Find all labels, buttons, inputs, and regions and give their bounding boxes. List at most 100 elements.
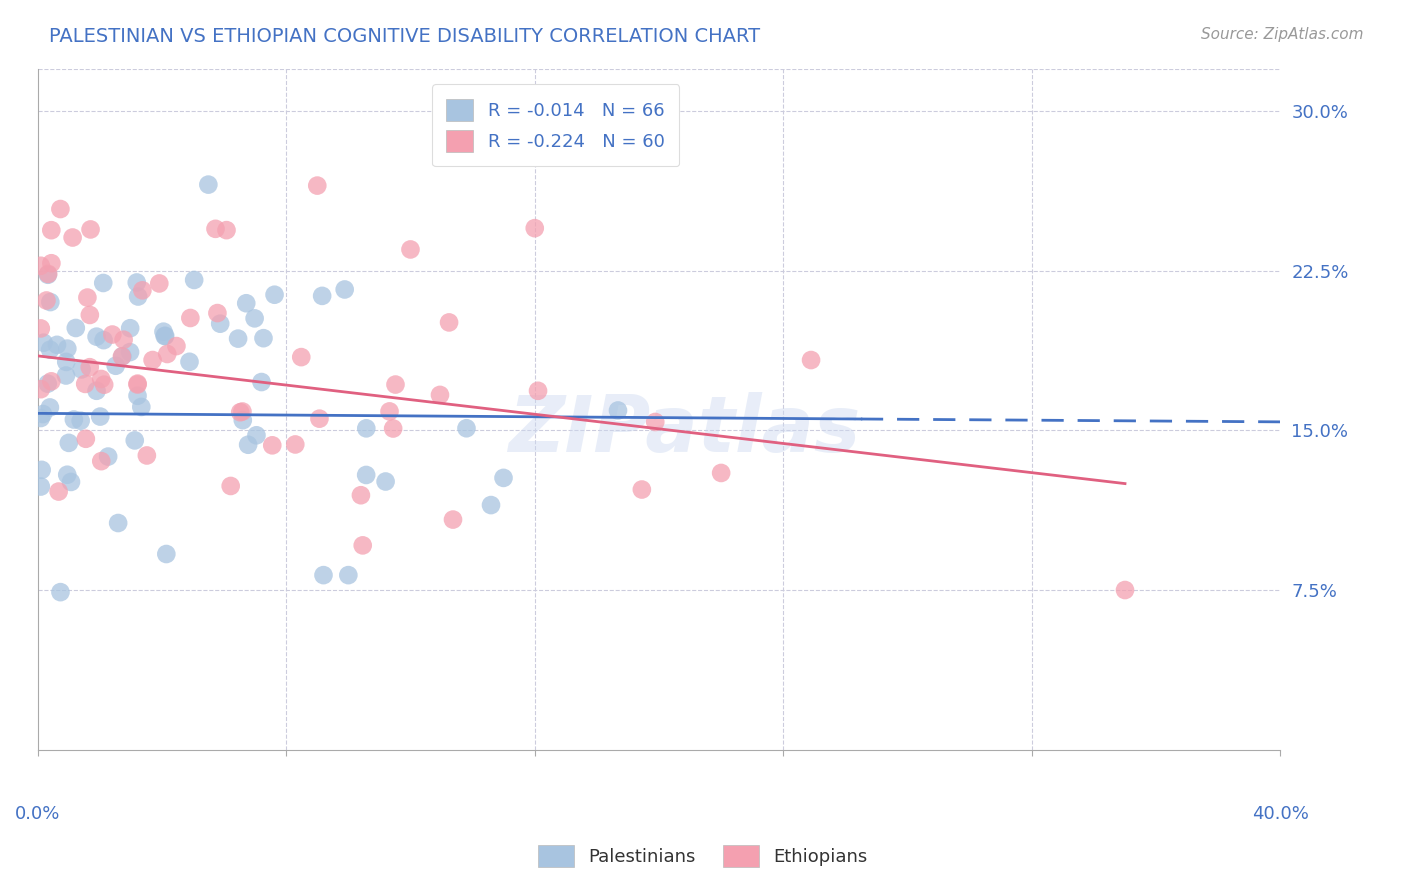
Point: [245, 428, 267, 442]
Point: [127, 377, 149, 392]
Point: [37, 376, 59, 391]
Point: [356, 421, 378, 435]
Point: [263, 287, 285, 301]
Point: [378, 404, 401, 418]
Point: [333, 283, 356, 297]
Point: [179, 355, 201, 369]
Point: [284, 437, 307, 451]
Point: [59, 475, 82, 489]
Point: [207, 306, 229, 320]
Point: [93, 333, 115, 347]
Point: [179, 310, 201, 325]
Point: [142, 353, 165, 368]
Point: [354, 467, 377, 482]
Point: [32, 335, 55, 350]
Point: [76, 291, 98, 305]
Legend: R = -0.014   N = 66, R = -0.224   N = 60: R = -0.014 N = 66, R = -0.224 N = 60: [432, 85, 679, 166]
Point: [89, 409, 111, 424]
Point: [55, 368, 77, 383]
Point: [32, 407, 55, 421]
Point: [607, 403, 630, 417]
Point: [527, 384, 550, 398]
Point: [384, 377, 406, 392]
Point: [30, 382, 52, 396]
Point: [156, 347, 179, 361]
Point: [204, 222, 226, 236]
Point: [111, 349, 134, 363]
Point: [135, 449, 157, 463]
Point: [39, 343, 62, 357]
Point: [58, 435, 80, 450]
Point: [153, 328, 176, 343]
Point: [118, 345, 141, 359]
Point: [107, 516, 129, 530]
Point: [79, 308, 101, 322]
Point: [800, 353, 823, 368]
Point: [104, 359, 127, 373]
Point: [131, 400, 153, 414]
Point: [75, 432, 97, 446]
Point: [41, 375, 63, 389]
Point: [30, 259, 52, 273]
Text: PALESTINIAN VS ETHIOPIAN COGNITIVE DISABILITY CORRELATION CHART: PALESTINIAN VS ETHIOPIAN COGNITIVE DISAB…: [49, 27, 761, 45]
Point: [55, 355, 77, 369]
Point: [30, 411, 52, 425]
Point: [30, 321, 52, 335]
Text: ZIPatlas: ZIPatlas: [508, 392, 860, 467]
Point: [232, 413, 254, 427]
Point: [86, 384, 108, 398]
Point: [62, 230, 84, 244]
Point: [127, 389, 149, 403]
Point: [252, 331, 274, 345]
Text: Source: ZipAtlas.com: Source: ZipAtlas.com: [1201, 27, 1364, 42]
Point: [125, 276, 148, 290]
Point: [39, 295, 62, 310]
Point: [79, 222, 101, 236]
Point: [307, 178, 329, 193]
Point: [65, 321, 87, 335]
Point: [37, 267, 59, 281]
Point: [101, 327, 124, 342]
Point: [86, 329, 108, 343]
Point: [441, 512, 464, 526]
Point: [226, 332, 249, 346]
Point: [131, 283, 153, 297]
Point: [39, 223, 62, 237]
Point: [148, 277, 170, 291]
Point: [197, 178, 219, 192]
Point: [49, 585, 72, 599]
Point: [90, 454, 112, 468]
Point: [69, 414, 91, 428]
Point: [350, 488, 373, 502]
Point: [312, 568, 335, 582]
Point: [91, 276, 114, 290]
Point: [127, 376, 149, 391]
Point: [165, 339, 187, 353]
Point: [479, 498, 502, 512]
Point: [1114, 582, 1136, 597]
Point: [155, 547, 177, 561]
Point: [30, 479, 52, 493]
Point: [523, 221, 546, 235]
Point: [429, 388, 451, 402]
Point: [31, 463, 53, 477]
Point: [79, 360, 101, 375]
Point: [631, 483, 654, 497]
Point: [49, 202, 72, 216]
Legend: Palestinians, Ethiopians: Palestinians, Ethiopians: [531, 838, 875, 874]
Point: [352, 538, 374, 552]
Point: [124, 434, 146, 448]
Text: 40.0%: 40.0%: [1251, 805, 1309, 823]
Point: [120, 321, 142, 335]
Point: [243, 311, 266, 326]
Point: [229, 405, 252, 419]
Point: [308, 411, 330, 425]
Point: [209, 317, 232, 331]
Point: [63, 412, 86, 426]
Point: [290, 350, 312, 364]
Point: [382, 421, 405, 435]
Point: [152, 325, 174, 339]
Point: [41, 256, 63, 270]
Point: [456, 421, 478, 435]
Point: [70, 362, 93, 376]
